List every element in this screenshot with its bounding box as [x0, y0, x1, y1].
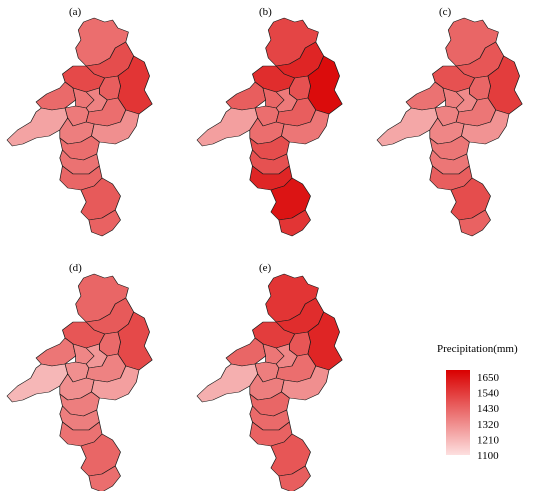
county-region: [88, 209, 121, 237]
county-region: [278, 465, 311, 491]
county-region: [225, 81, 267, 111]
legend-tick-label: 1650: [477, 372, 500, 384]
county-region: [35, 81, 77, 111]
precipitation-legend: Precipitation(mm) 1650 1540 1430 1320 1210 11…: [437, 343, 518, 462]
panel-label: (b): [259, 6, 272, 18]
legend-tick-label: 1100: [477, 450, 499, 462]
map-panel-b: (b): [196, 6, 343, 237]
county-region: [196, 107, 259, 147]
legend-colorbar: [446, 370, 470, 455]
county-region: [405, 81, 447, 111]
county-region: [6, 363, 69, 403]
map-panel-d: (d): [6, 262, 153, 491]
legend-tick-label: 1210: [477, 434, 500, 446]
legend-tick-label: 1320: [477, 419, 500, 431]
panel-label: (e): [259, 262, 272, 274]
map-panel-e: (e): [196, 262, 343, 491]
map-panel-c: (c): [376, 6, 523, 237]
county-region: [6, 107, 69, 147]
county-region: [35, 337, 77, 367]
county-region: [458, 209, 491, 237]
county-region: [88, 465, 121, 491]
county-region: [196, 363, 259, 403]
panel-label: (a): [69, 6, 82, 18]
panel-label: (d): [69, 262, 82, 274]
county-region: [278, 209, 311, 237]
county-region: [376, 107, 439, 147]
legend-tick-label: 1430: [477, 403, 500, 415]
panel-label: (c): [439, 6, 452, 18]
legend-tick-label: 1540: [477, 388, 500, 400]
legend-title: Precipitation(mm): [437, 343, 518, 355]
map-panel-a: (a): [6, 6, 153, 237]
county-region: [225, 337, 267, 367]
